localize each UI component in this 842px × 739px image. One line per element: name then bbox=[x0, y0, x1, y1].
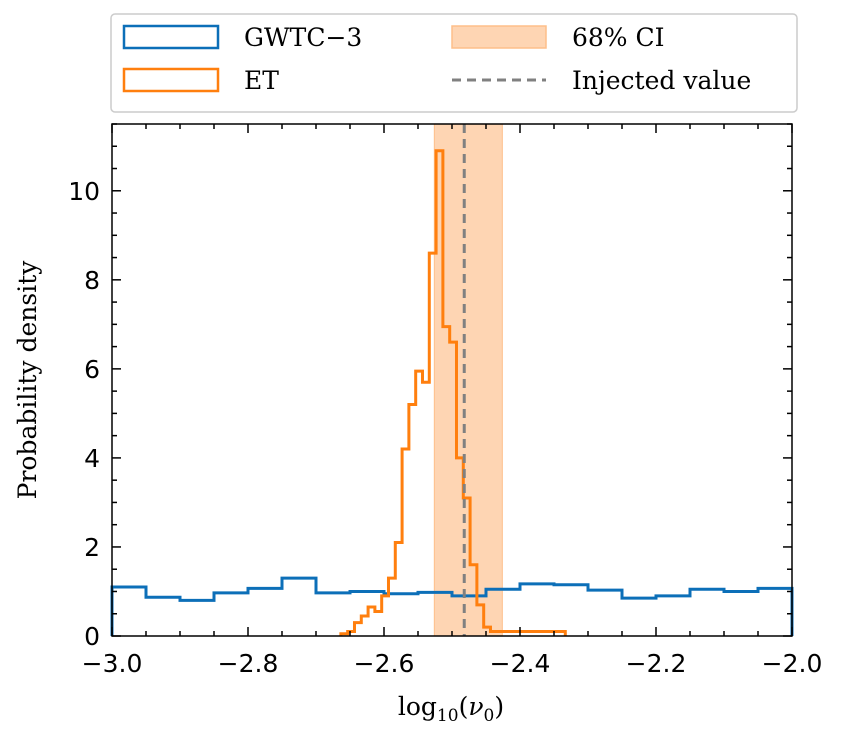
y-tick-label: 8 bbox=[84, 266, 100, 295]
legend-swatch-gwtc3 bbox=[122, 24, 220, 50]
legend-label-ci: 68% CI bbox=[572, 23, 665, 52]
y-tick-label: 10 bbox=[68, 177, 100, 206]
x-tick-label: −3.0 bbox=[82, 649, 143, 678]
x-axis-label: log10(ν0) bbox=[398, 692, 504, 726]
x-tick-label: −2.2 bbox=[626, 649, 687, 678]
x-tick-label: −2.6 bbox=[354, 649, 415, 678]
histogram-gwtc3 bbox=[110, 576, 794, 636]
y-axis-label: Probability density bbox=[13, 260, 42, 500]
y-tick-label: 4 bbox=[84, 444, 100, 473]
plot-area bbox=[110, 123, 794, 637]
ci-band bbox=[433, 123, 503, 637]
x-tick-label: −2.0 bbox=[762, 649, 823, 678]
y-tick-label: 6 bbox=[84, 355, 100, 384]
histogram-et bbox=[339, 149, 567, 636]
x-tick-label: −2.8 bbox=[218, 649, 279, 678]
x-tick-label: −2.4 bbox=[490, 649, 551, 678]
legend-label-injected: Injected value bbox=[572, 66, 751, 95]
legend-label-et: ET bbox=[244, 66, 279, 95]
legend: GWTC−3 ET 68% CI Injected value bbox=[110, 13, 798, 113]
legend-swatch-ci bbox=[451, 25, 547, 49]
x-tick-labels: −3.0 −2.8 −2.6 −2.4 −2.2 −2.0 bbox=[82, 649, 823, 678]
y-tick-label: 0 bbox=[84, 622, 100, 651]
y-tick-label: 2 bbox=[84, 533, 100, 562]
legend-label-gwtc3: GWTC−3 bbox=[244, 23, 362, 52]
legend-frame bbox=[110, 13, 798, 113]
legend-swatch-et bbox=[122, 67, 220, 93]
plot-frame bbox=[111, 123, 793, 637]
y-tick-labels: 0 2 4 6 8 10 bbox=[68, 177, 100, 651]
